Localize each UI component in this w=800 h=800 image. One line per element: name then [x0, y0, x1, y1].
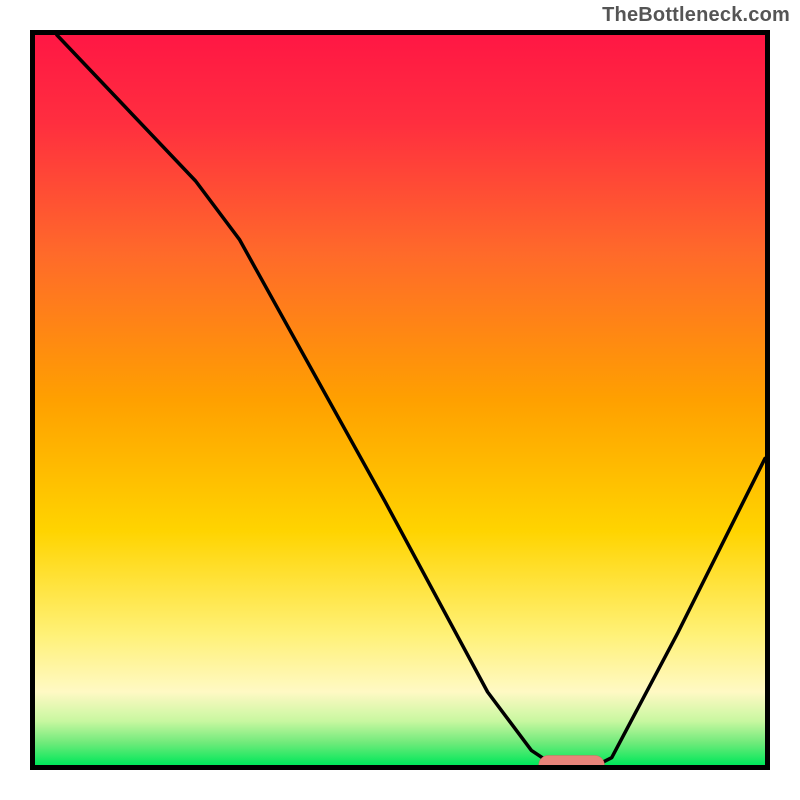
- plot-area: [30, 30, 770, 770]
- plot-background: [35, 35, 765, 765]
- watermark-text: TheBottleneck.com: [602, 4, 790, 27]
- chart-container: TheBottleneck.com: [0, 0, 800, 800]
- plot-svg: [30, 30, 770, 770]
